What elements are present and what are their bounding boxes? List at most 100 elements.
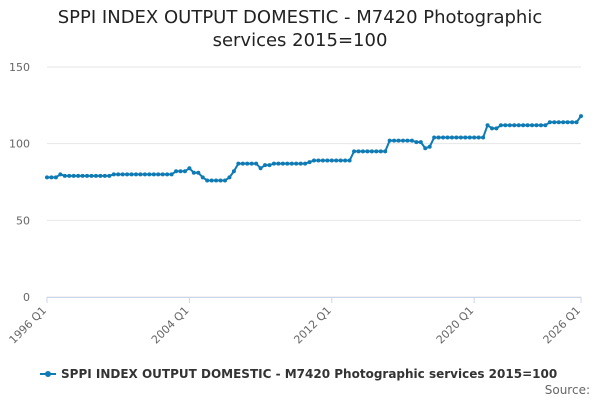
data-point xyxy=(432,135,437,140)
data-point xyxy=(134,172,138,177)
data-point xyxy=(490,126,494,131)
data-point xyxy=(187,166,192,171)
data-point xyxy=(209,178,214,183)
chart-title: SPPI INDEX OUTPUT DOMESTIC - M7420 Photo… xyxy=(57,7,543,51)
data-point xyxy=(516,123,521,128)
data-point xyxy=(405,138,410,143)
data-point xyxy=(169,172,174,177)
data-point xyxy=(280,161,285,166)
x-tick-label: 1996 Q1 xyxy=(7,304,50,347)
y-tick-label: 150 xyxy=(9,61,30,74)
data-point xyxy=(85,173,90,178)
data-point xyxy=(343,158,348,163)
data-point xyxy=(53,175,58,180)
data-point xyxy=(98,173,103,178)
data-point xyxy=(356,149,361,154)
x-tick-label: 2004 Q1 xyxy=(149,304,192,347)
data-point xyxy=(236,161,241,166)
data-point xyxy=(178,169,183,174)
y-tick-label: 0 xyxy=(23,291,30,304)
data-point xyxy=(449,135,454,140)
data-point xyxy=(463,135,468,140)
data-point xyxy=(436,135,441,140)
data-point xyxy=(476,135,481,140)
data-point xyxy=(352,149,357,154)
data-point xyxy=(369,149,374,154)
data-point xyxy=(258,166,263,171)
y-tick-label: 100 xyxy=(9,138,30,151)
data-point xyxy=(58,172,63,177)
data-point xyxy=(338,158,343,163)
data-point xyxy=(316,158,321,163)
data-point xyxy=(485,123,490,128)
data-point xyxy=(538,123,543,128)
data-point xyxy=(320,158,325,163)
data-point xyxy=(80,173,85,178)
data-point xyxy=(125,172,130,177)
data-point xyxy=(307,160,312,165)
data-point xyxy=(285,161,290,166)
legend-marker xyxy=(45,371,51,377)
data-point xyxy=(481,135,486,140)
data-point xyxy=(503,123,508,128)
data-point xyxy=(93,173,98,178)
data-point xyxy=(547,120,552,125)
data-point xyxy=(530,123,535,128)
data-point xyxy=(223,178,227,183)
data-point xyxy=(142,172,147,177)
data-point xyxy=(147,172,152,177)
data-point xyxy=(294,161,299,166)
data-point xyxy=(138,172,143,177)
legend-label: SPPI INDEX OUTPUT DOMESTIC - M7420 Photo… xyxy=(61,367,557,381)
data-point xyxy=(67,173,72,178)
data-point xyxy=(45,175,49,180)
data-point xyxy=(62,173,67,178)
data-point xyxy=(454,135,459,140)
data-point xyxy=(165,172,170,177)
data-point xyxy=(240,161,245,166)
data-point xyxy=(303,161,308,166)
data-point xyxy=(49,175,54,180)
data-point xyxy=(276,161,281,166)
data-point xyxy=(89,173,94,178)
data-point xyxy=(227,175,232,180)
data-point xyxy=(325,158,330,163)
data-point xyxy=(102,173,107,178)
data-point xyxy=(401,138,405,143)
data-point xyxy=(445,135,450,140)
data-point xyxy=(182,169,187,174)
data-point xyxy=(423,146,428,151)
data-point xyxy=(76,173,81,178)
x-tick-label: 2020 Q1 xyxy=(434,304,477,347)
data-point xyxy=(129,172,134,177)
data-point xyxy=(472,135,477,140)
data-point xyxy=(196,170,201,175)
data-point xyxy=(561,120,566,125)
data-point xyxy=(200,175,205,180)
data-point xyxy=(191,170,196,175)
data-point xyxy=(156,172,161,177)
data-point xyxy=(329,158,334,163)
data-point xyxy=(579,114,583,119)
data-point xyxy=(556,120,561,125)
data-point xyxy=(525,123,530,128)
data-point xyxy=(245,161,250,166)
data-point xyxy=(574,120,579,125)
data-point xyxy=(365,149,370,154)
data-point xyxy=(418,140,423,145)
data-point xyxy=(534,123,539,128)
data-point xyxy=(427,144,432,149)
data-point xyxy=(494,126,499,131)
data-point xyxy=(249,161,254,166)
data-point xyxy=(565,120,570,125)
source-label: Source: xyxy=(545,383,590,397)
data-point xyxy=(360,149,365,154)
data-point xyxy=(570,120,575,125)
data-point xyxy=(71,173,76,178)
data-point xyxy=(409,138,414,143)
data-point xyxy=(396,138,401,143)
data-point xyxy=(263,163,268,168)
data-point xyxy=(467,135,472,140)
data-point xyxy=(231,169,236,174)
